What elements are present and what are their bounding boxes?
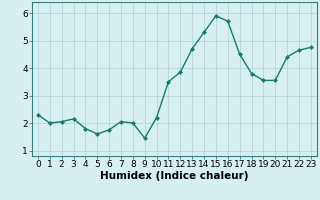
X-axis label: Humidex (Indice chaleur): Humidex (Indice chaleur) bbox=[100, 171, 249, 181]
